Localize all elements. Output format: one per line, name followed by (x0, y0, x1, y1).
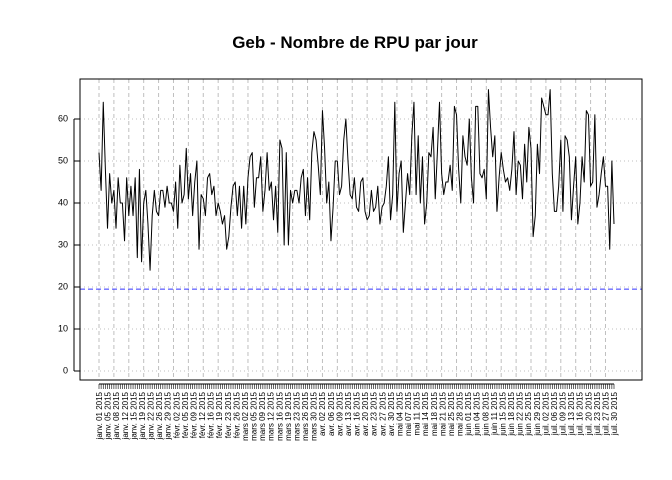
x-tick-label: avr. 13 2015 (344, 391, 353, 436)
x-tick-label: févr. 16 2015 (207, 391, 216, 438)
x-tick-label: mars 05 2015 (250, 391, 259, 440)
y-tick-label: 10 (58, 323, 68, 333)
x-tick-label: févr. 19 2015 (215, 391, 224, 438)
x-tick-label: juin 04 2015 (473, 391, 482, 436)
x-tick-label: juil. 20 2015 (584, 391, 593, 436)
y-tick-label: 60 (58, 113, 68, 123)
x-tick-label: juin 22 2015 (516, 391, 525, 436)
y-tick-label: 50 (58, 155, 68, 165)
x-tick-label: mai 18 2015 (430, 391, 439, 436)
x-tick-label: juil. 30 2015 (610, 391, 619, 436)
x-tick-label: févr. 05 2015 (181, 391, 190, 438)
x-tick-label: janv. 08 2015 (112, 391, 121, 440)
x-tick-label: juin 01 2015 (464, 391, 473, 436)
x-tick-label: janv. 12 2015 (121, 391, 130, 440)
x-tick-label: juil. 06 2015 (550, 391, 559, 436)
x-axis: janv. 01 2015 janv. 05 2015 janv. 08 2015 j… (95, 383, 619, 441)
x-tick-label: avr. 09 2015 (335, 391, 344, 436)
x-tick-label: avr. 30 2015 (387, 391, 396, 436)
x-tick-label: janv. 15 2015 (129, 391, 138, 440)
x-tick-label: juin 11 2015 (490, 391, 499, 436)
x-tick-label: juil. 27 2015 (601, 391, 610, 436)
x-tick-label: mai 04 2015 (395, 391, 404, 436)
x-tick-label: juin 18 2015 (507, 391, 516, 436)
y-tick-label: 30 (58, 239, 68, 249)
x-tick-label: mai 25 2015 (447, 391, 456, 436)
grid (80, 79, 642, 380)
y-tick-label: 20 (58, 281, 68, 291)
x-tick-label: mars 09 2015 (258, 391, 267, 440)
x-tick-label: mai 07 2015 (404, 391, 413, 436)
x-tick-label: janv. 29 2015 (164, 391, 173, 440)
x-tick-label: janv. 19 2015 (138, 391, 147, 440)
x-tick-label: avr. 23 2015 (370, 391, 379, 436)
x-tick-label: mars 19 2015 (284, 391, 293, 440)
x-tick-label: avr. 16 2015 (353, 391, 362, 436)
x-tick-label: juil. 23 2015 (593, 391, 602, 436)
series-line (98, 89, 615, 271)
x-tick-label: janv. 05 2015 (104, 391, 113, 440)
x-tick-label: févr. 09 2015 (189, 391, 198, 438)
x-tick-label: avr. 02 2015 (318, 391, 327, 436)
x-tick-label: mars 12 2015 (267, 391, 276, 440)
x-tick-label: mars 16 2015 (275, 391, 284, 440)
y-tick-label: 0 (63, 365, 68, 375)
x-tick-label: juil. 16 2015 (576, 391, 585, 436)
x-tick-label: juil. 13 2015 (567, 391, 576, 436)
x-tick-label: mars 23 2015 (292, 391, 301, 440)
y-axis: 0 10 20 30 40 50 60 (58, 113, 80, 375)
y-tick-label: 40 (58, 197, 68, 207)
x-tick-label: janv. 01 2015 (95, 391, 104, 440)
series-layer (98, 89, 615, 271)
x-tick-label: juin 25 2015 (524, 391, 533, 436)
x-tick-label: mars 26 2015 (301, 391, 310, 440)
x-tick-label: févr. 26 2015 (232, 391, 241, 438)
x-tick-label: mars 02 2015 (241, 391, 250, 440)
x-tick-label: juin 15 2015 (498, 391, 507, 436)
x-tick-label: févr. 23 2015 (224, 391, 233, 438)
x-tick-label: avr. 27 2015 (378, 391, 387, 436)
x-tick-label: avr. 06 2015 (327, 391, 336, 436)
x-tick-label: avr. 20 2015 (361, 391, 370, 436)
x-tick-label: mai 14 2015 (421, 391, 430, 436)
x-tick-label: mars 30 2015 (310, 391, 319, 440)
plot-frame (79, 78, 643, 381)
x-tick-label: juil. 09 2015 (559, 391, 568, 436)
x-tick-label: juin 29 2015 (533, 391, 542, 436)
chart-title: Geb - Nombre de RPU par jour (232, 33, 478, 52)
x-tick-label: mai 21 2015 (438, 391, 447, 436)
x-tick-label: mai 28 2015 (456, 391, 465, 436)
x-tick-label: juin 08 2015 (481, 391, 490, 436)
x-tick-label: mai 11 2015 (413, 391, 422, 435)
x-tick-label: janv. 26 2015 (155, 391, 164, 440)
x-tick-label: janv. 22 2015 (147, 391, 156, 440)
x-tick-label: févr. 12 2015 (198, 391, 207, 438)
x-tick-label: févr. 02 2015 (172, 391, 181, 438)
x-tick-label: juil. 02 2015 (541, 391, 550, 436)
